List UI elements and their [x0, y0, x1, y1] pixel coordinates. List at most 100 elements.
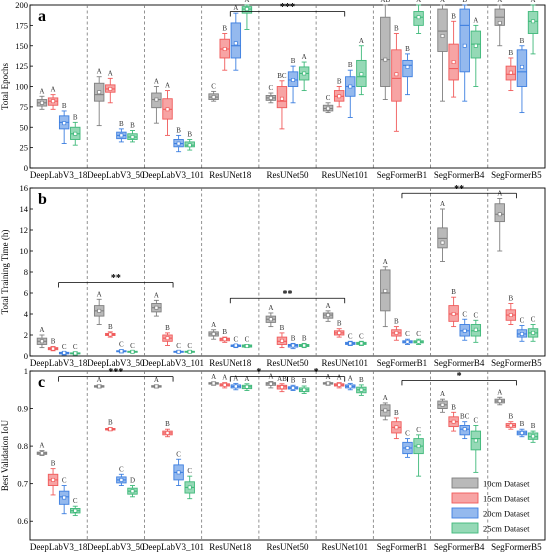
significance-letter: C [473, 416, 478, 424]
mean-marker [462, 427, 467, 432]
box-25cm-dataset: B [527, 422, 539, 443]
mean-marker [119, 349, 124, 354]
significance-letter: A [473, 16, 478, 24]
mean-marker [473, 43, 478, 48]
panel-c: 0.6 0.7 0.8 0.9 1 Best Validation IoU c DeepLab… [0, 366, 546, 552]
significance-bracket: * [287, 367, 346, 382]
panel-a: 0 25 50 75 100 125 150 175 200 Total Epochs a DeepL… [0, 0, 546, 180]
category-label: ResUNet101 [321, 542, 368, 552]
box-20cm-dataset: B [287, 334, 299, 350]
box-10cm-dataset: A [437, 200, 448, 262]
mean-marker [244, 344, 249, 348]
significance-letter: A [108, 69, 113, 77]
mean-marker [497, 399, 502, 403]
mean-marker [473, 438, 478, 443]
legend-label: 25cm Dataset [483, 524, 530, 534]
significance-letter: A [383, 258, 388, 266]
mean-marker [302, 387, 307, 392]
mean-marker [451, 312, 456, 316]
significance-stars: *** [280, 2, 295, 13]
mean-marker [416, 444, 421, 449]
box-10cm-dataset: A [151, 291, 162, 317]
y-tick-label: 12 [20, 225, 29, 235]
box-10cm-dataset: A [322, 302, 334, 322]
mean-marker [451, 60, 456, 65]
mean-marker [211, 381, 216, 386]
box-25cm-dataset: C [527, 316, 539, 342]
box-20cm-dataset: B [516, 37, 528, 114]
mean-marker [326, 106, 331, 111]
box-10cm-dataset: A [36, 442, 48, 456]
y-axis-label: Total Epochs [0, 62, 10, 110]
mean-marker [348, 84, 353, 89]
box-20cm-dataset: B [516, 420, 528, 438]
mean-marker [531, 19, 535, 24]
mean-marker [187, 349, 192, 354]
mean-marker [119, 133, 124, 138]
mean-marker [62, 121, 67, 126]
mean-marker [211, 95, 216, 100]
box-25cm-dataset: B [127, 122, 138, 143]
legend-swatch [451, 507, 479, 519]
box-body [437, 8, 448, 52]
mean-marker [280, 385, 284, 390]
mean-marker [359, 72, 364, 77]
mean-marker [73, 351, 78, 356]
y-tick-label: 175 [15, 20, 28, 30]
mean-marker [97, 384, 102, 389]
significance-letter: C [73, 343, 78, 351]
mean-marker [176, 141, 181, 146]
box-25cm-dataset: C [470, 416, 482, 473]
mean-marker [187, 485, 192, 490]
significance-letter: C [119, 465, 124, 473]
box-25cm-dataset: B [356, 376, 367, 396]
significance-bracket: ** [58, 273, 174, 288]
category-label: DeepLabV3_101 [142, 170, 204, 180]
mean-marker [51, 99, 56, 104]
y-tick-label: 6 [24, 288, 28, 298]
significance-letter: A [359, 37, 364, 45]
box-20cm-dataset: B [58, 102, 70, 145]
mean-marker [473, 327, 478, 332]
box-20cm-dataset: C [516, 317, 528, 342]
significance-letter: B [165, 324, 170, 332]
box-10cm-dataset: A [265, 304, 277, 328]
significance-letter: A [211, 373, 216, 381]
significance-letter: C [62, 343, 67, 351]
box-20cm-dataset: C [345, 332, 356, 346]
panel-label: a [38, 8, 46, 25]
box-25cm-dataset: B [184, 130, 195, 151]
box-15cm-dataset: B [391, 409, 402, 440]
mean-marker [440, 402, 445, 407]
significance-letter: A [348, 374, 353, 382]
box-15cm-dataset: B [219, 25, 230, 71]
significance-bracket: *** [58, 367, 174, 382]
category-label: DeepLabV3_18 [30, 170, 88, 180]
mean-marker [97, 308, 102, 313]
significance-letter: A [416, 0, 421, 4]
mean-marker [222, 382, 227, 387]
legend-swatch [451, 477, 479, 489]
box-20cm-dataset: C [116, 341, 127, 354]
box-25cm-dataset: A [470, 16, 482, 87]
mean-marker [268, 95, 273, 100]
mean-marker [280, 96, 284, 101]
category-label: DeepLabV3_50 [87, 542, 145, 552]
mean-marker [519, 64, 524, 69]
significance-letter: A [383, 394, 388, 402]
mean-marker [165, 107, 170, 112]
box-15cm-dataset: B [448, 12, 459, 98]
category-label: DeepLabV3_101 [142, 358, 204, 368]
significance-letter: B [520, 420, 525, 428]
significance-letter: A [440, 200, 445, 208]
significance-letter: A [440, 0, 445, 4]
significance-letter: C [233, 335, 238, 343]
mean-marker [462, 43, 467, 48]
significance-letter: B [62, 102, 67, 110]
significance-letter: B [222, 25, 227, 33]
box-20cm-dataset: C [116, 465, 127, 486]
significance-letter: C [119, 341, 124, 349]
significance-letter: B [73, 113, 78, 121]
y-tick-label: 16 [20, 183, 29, 193]
box-10cm-dataset: C [208, 82, 219, 102]
